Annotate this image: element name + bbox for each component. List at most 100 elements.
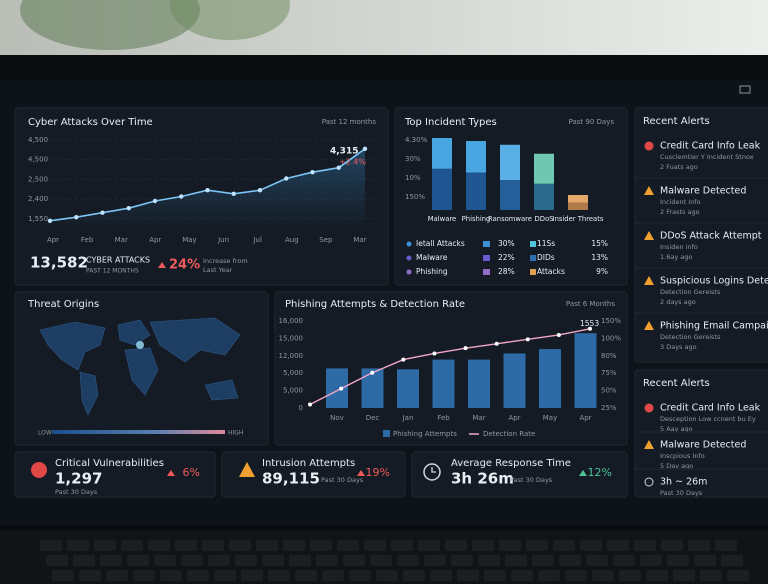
alert-title: Credit Card Info Leak <box>660 141 761 152</box>
legend-value: 13% <box>591 253 608 262</box>
x-tick-label: Phishing <box>462 215 491 223</box>
increase-note: Last Year <box>203 266 233 274</box>
legend-swatch <box>483 269 490 275</box>
key <box>79 570 101 581</box>
key <box>268 570 290 581</box>
point <box>463 346 468 351</box>
legend-value: 9% <box>596 267 608 276</box>
alert-time: 5 Day ago <box>660 462 693 470</box>
panel <box>634 107 768 363</box>
up-arrow <box>579 470 587 476</box>
icon <box>644 440 654 449</box>
key <box>673 570 695 581</box>
map-region <box>204 379 239 401</box>
bar-segment <box>500 180 520 210</box>
key <box>499 540 521 551</box>
key <box>532 555 554 566</box>
bar-segment <box>568 202 588 210</box>
key <box>370 555 392 566</box>
legend-swatch <box>530 269 536 275</box>
y-tick-label: 4,500 <box>28 136 48 144</box>
key <box>619 570 641 581</box>
key <box>667 555 689 566</box>
key <box>418 540 440 551</box>
key <box>52 570 74 581</box>
y2-tick-label: 75% <box>601 369 617 377</box>
bar <box>326 368 348 408</box>
stat-value: 3h 26m <box>451 470 514 488</box>
y2-tick-label: 80% <box>601 352 617 360</box>
y-tick-label: 4.30% <box>405 136 428 144</box>
icon <box>644 141 654 151</box>
legend-value: 30% <box>498 239 515 248</box>
legend-value: 22% <box>498 253 515 262</box>
alert-detail: Insiden info <box>660 243 698 251</box>
panel <box>14 451 216 498</box>
key <box>322 570 344 581</box>
panel-title: Phishing Attempts & Detection Rate <box>285 299 465 310</box>
window-icon <box>739 85 751 94</box>
panel-title: Top Incident Types <box>404 117 497 128</box>
legend-dot <box>406 269 412 275</box>
point <box>74 215 79 220</box>
bar <box>574 333 597 408</box>
x-tick-label: Apr <box>579 414 591 422</box>
stat-title: Average Response Time <box>451 458 571 469</box>
y-tick-label: 15,000 <box>279 334 304 342</box>
bar <box>432 359 455 408</box>
key <box>235 555 257 566</box>
legend-swatch <box>383 430 390 437</box>
alert-detail: Desception Low ccnent bu Ey <box>660 415 756 423</box>
map-region <box>124 347 159 396</box>
alert-time: 2 Frasts ago <box>660 208 700 216</box>
x-tick-label: Apr <box>47 236 59 244</box>
x-tick-label: Malware <box>428 215 456 223</box>
stat-change: 6% <box>183 466 200 479</box>
legend-swatch <box>530 255 536 261</box>
legend-name: Detection Rate <box>483 430 535 438</box>
panel-subtitle: Past 90 Days <box>569 118 615 126</box>
key <box>403 570 425 581</box>
scale-label: LOW <box>38 430 52 437</box>
y-tick-label: 10% <box>405 174 421 182</box>
legend-name: Malware <box>416 253 448 262</box>
x-tick-label: Apr <box>508 414 520 422</box>
alert-title: Credit Card Info Leak <box>660 403 761 414</box>
y-tick-label: 2,500 <box>28 175 48 183</box>
alert-time: 5 Aay ago <box>660 425 693 433</box>
icon <box>239 462 255 477</box>
icon <box>644 403 654 413</box>
alert-title: Suspicious Logins Detect <box>660 276 768 287</box>
alert-time: 2 Fuats ago <box>660 163 698 171</box>
stat-value: 1,297 <box>55 470 102 488</box>
alert-detail: Detection Gereists <box>660 288 721 296</box>
legend-dot <box>406 255 412 261</box>
panel <box>411 451 628 498</box>
icon <box>31 462 47 478</box>
panel-title: Cyber Attacks Over Time <box>28 117 153 128</box>
point <box>401 357 406 362</box>
map-region <box>117 319 151 346</box>
bar-segment <box>568 195 588 203</box>
key <box>208 555 230 566</box>
increase: 24% <box>169 258 200 273</box>
key <box>376 570 398 581</box>
key <box>391 540 413 551</box>
key <box>397 555 419 566</box>
key <box>526 540 548 551</box>
bar <box>468 359 490 408</box>
x-tick-label: Mar <box>115 236 128 244</box>
key <box>715 540 737 551</box>
x-tick-label: Aug <box>285 236 299 244</box>
key <box>634 540 656 551</box>
panel-title: Threat Origins <box>27 299 99 310</box>
x-tick-label: Nov <box>330 414 344 422</box>
key <box>445 540 467 551</box>
y-tick-label: 5,000 <box>283 387 303 395</box>
stat-title: Intrusion Attempts <box>262 458 355 469</box>
map-region <box>149 317 241 363</box>
panel-subtitle: Past 6 Months <box>566 300 615 308</box>
alert-time: 3 Days ago <box>660 343 697 351</box>
point <box>432 351 437 356</box>
